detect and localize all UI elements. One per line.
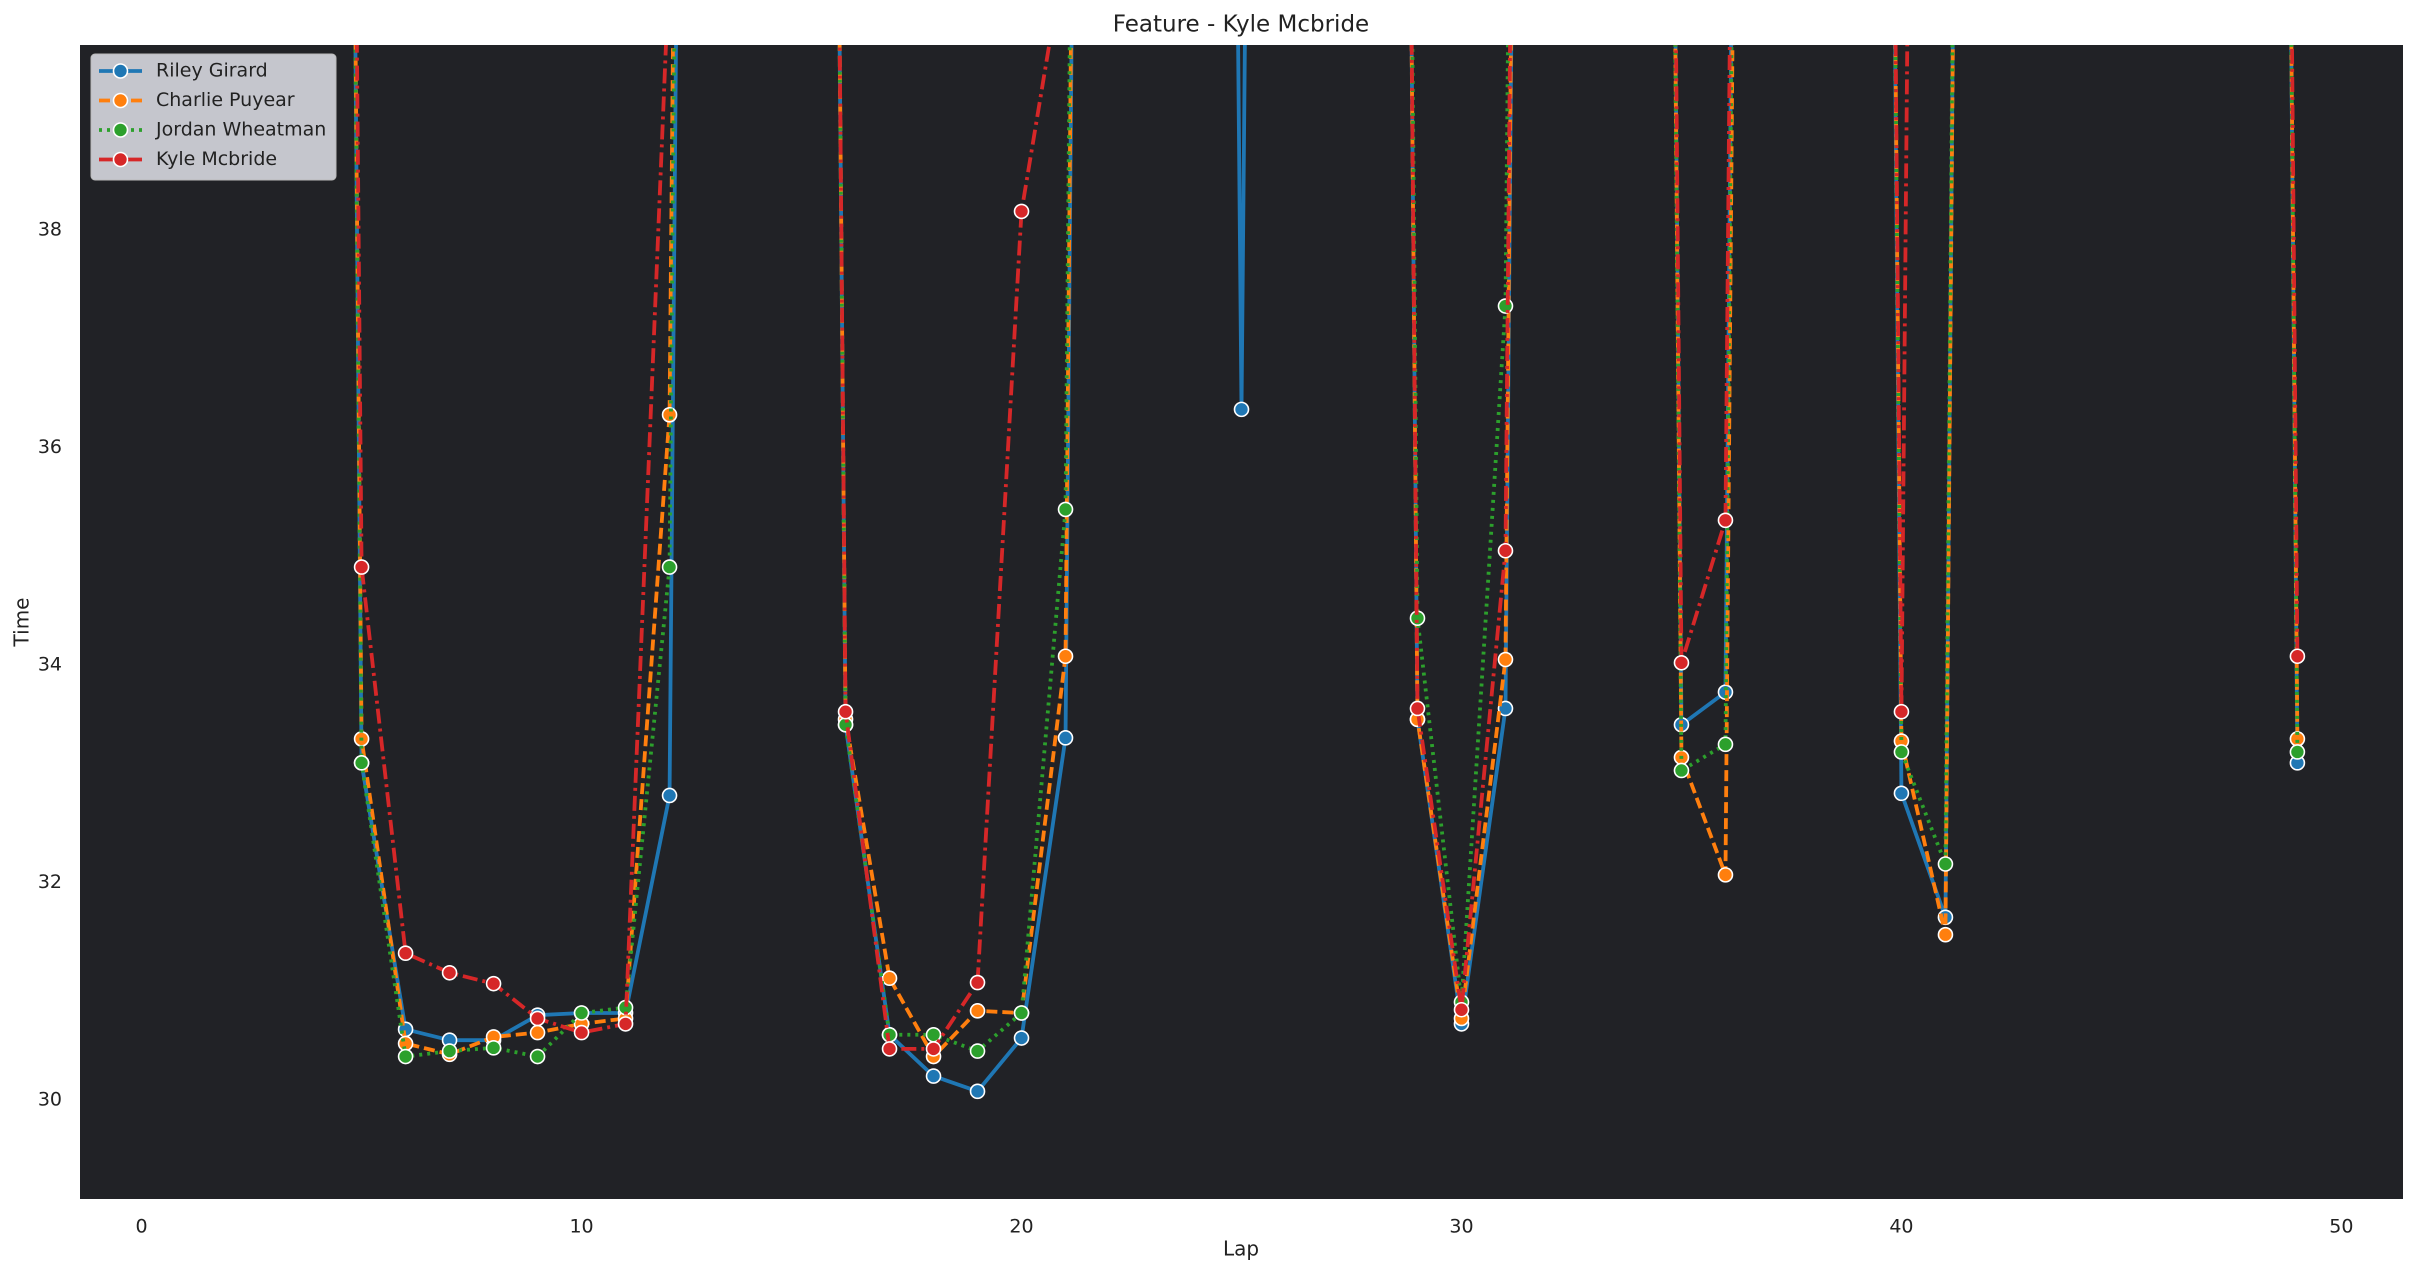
data-point — [353, 559, 370, 575]
y-tick-label: 32 — [38, 871, 62, 893]
data-point — [1497, 542, 1514, 559]
data-point — [661, 407, 678, 423]
data-point — [1409, 700, 1426, 717]
x-tick-label: 50 — [2329, 1216, 2353, 1238]
data-point — [1893, 703, 1910, 720]
x-tick-label: 0 — [136, 1216, 148, 1238]
data-point — [1497, 651, 1514, 668]
data-point — [925, 1041, 942, 1057]
data-point — [1937, 926, 1954, 943]
data-point — [969, 1043, 986, 1059]
data-point — [397, 1048, 414, 1065]
legend-box — [90, 53, 337, 181]
chart-title: Feature - Kyle Mcbride — [1113, 12, 1369, 38]
data-point — [397, 945, 414, 961]
y-tick-label: 36 — [38, 436, 62, 458]
data-point — [969, 974, 986, 991]
data-point — [1937, 856, 1954, 872]
data-point — [837, 703, 854, 720]
data-point — [353, 755, 370, 771]
legend-marker — [112, 63, 129, 79]
data-point — [617, 1016, 634, 1032]
data-point — [881, 1041, 898, 1057]
data-point — [485, 1040, 502, 1056]
data-point — [1013, 1030, 1030, 1046]
y-axis-label: Time — [10, 598, 34, 648]
data-point — [573, 1005, 590, 1021]
data-point — [1673, 654, 1690, 671]
data-point — [2289, 744, 2306, 760]
x-axis-label: Lap — [1223, 1237, 1259, 1261]
data-point — [1893, 744, 1910, 760]
legend-marker — [112, 151, 129, 168]
data-point — [1497, 700, 1514, 717]
series-layer — [353, 45, 2306, 1100]
x-tick-label: 20 — [1009, 1216, 1033, 1238]
y-tick-label: 34 — [38, 653, 62, 675]
legend-label: Charlie Puyear — [156, 89, 295, 111]
legend-marker — [112, 122, 129, 138]
data-point — [573, 1024, 590, 1041]
data-point — [1453, 1001, 1470, 1018]
data-point — [1717, 736, 1734, 753]
data-point — [1057, 501, 1074, 518]
x-tick-label: 40 — [1889, 1216, 1913, 1238]
legend-marker — [112, 92, 129, 109]
data-point — [1673, 762, 1690, 779]
data-point — [1057, 730, 1074, 746]
data-point — [1013, 203, 1030, 220]
data-point — [2289, 648, 2306, 665]
data-point — [969, 1003, 986, 1019]
x-tick-label: 10 — [569, 1216, 593, 1238]
data-point — [485, 975, 502, 992]
data-point — [441, 1043, 458, 1059]
x-tick-label: 30 — [1449, 1216, 1473, 1238]
data-point — [1893, 785, 1910, 802]
data-point — [1717, 512, 1734, 529]
data-point — [529, 1024, 546, 1041]
y-tick-label: 30 — [38, 1089, 62, 1111]
data-point — [661, 559, 678, 575]
legend-label: Kyle Mcbride — [156, 148, 277, 170]
y-tick-label: 38 — [38, 218, 62, 240]
data-point — [529, 1048, 546, 1065]
legend-label: Riley Girard — [156, 60, 268, 82]
legend: Riley Girard Charlie Puyear Jordan Wheatma… — [90, 53, 337, 181]
data-point — [1057, 648, 1074, 665]
data-point — [661, 787, 678, 804]
data-point — [969, 1083, 986, 1100]
data-point — [1497, 298, 1514, 314]
data-point — [1233, 401, 1250, 418]
data-point — [881, 970, 898, 987]
data-point — [925, 1068, 942, 1084]
legend-label: Jordan Wheatman — [155, 119, 326, 141]
data-point — [441, 964, 458, 981]
data-point — [1013, 1005, 1030, 1021]
data-point — [529, 1010, 546, 1027]
data-point — [1717, 867, 1734, 883]
